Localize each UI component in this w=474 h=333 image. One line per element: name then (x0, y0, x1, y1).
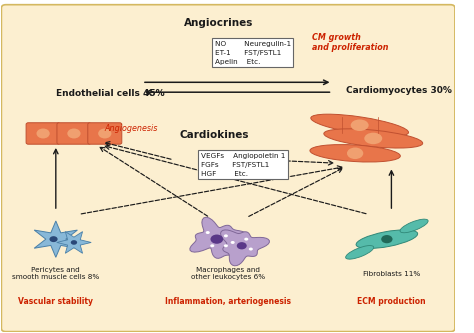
Ellipse shape (381, 235, 392, 243)
Ellipse shape (231, 241, 235, 244)
Polygon shape (190, 217, 246, 258)
Ellipse shape (310, 145, 401, 162)
Ellipse shape (400, 219, 428, 233)
Text: Macrophages and
other leukocytes 6%: Macrophages and other leukocytes 6% (191, 267, 265, 280)
Text: CM growth
and proliferation: CM growth and proliferation (312, 33, 389, 52)
Text: VEGFs    Angiopoietin 1
FGFs      FST/FSTL1
HGF        Etc.: VEGFs Angiopoietin 1 FGFs FST/FSTL1 HGF … (201, 153, 285, 177)
Text: Vascular stability: Vascular stability (18, 297, 93, 306)
Text: Angiogenesis: Angiogenesis (104, 124, 157, 133)
Ellipse shape (210, 234, 223, 244)
Text: Cardiomyocytes 30%: Cardiomyocytes 30% (346, 86, 452, 95)
Text: Cardiokines: Cardiokines (180, 130, 249, 140)
Text: Angiocrines: Angiocrines (184, 18, 254, 28)
Ellipse shape (36, 129, 50, 139)
Ellipse shape (356, 230, 418, 248)
FancyBboxPatch shape (26, 123, 60, 144)
Polygon shape (57, 231, 91, 253)
Ellipse shape (351, 120, 369, 131)
Text: Pericytes and
smooth muscle cells 8%: Pericytes and smooth muscle cells 8% (12, 267, 100, 280)
Ellipse shape (347, 148, 363, 159)
Ellipse shape (346, 245, 374, 259)
FancyBboxPatch shape (57, 123, 91, 144)
Ellipse shape (224, 234, 228, 237)
Ellipse shape (224, 244, 228, 247)
Polygon shape (220, 230, 269, 266)
Text: Fibroblasts 11%: Fibroblasts 11% (363, 271, 420, 277)
Ellipse shape (237, 242, 247, 249)
Ellipse shape (98, 129, 111, 139)
Ellipse shape (244, 238, 248, 241)
Ellipse shape (249, 247, 253, 250)
Text: ECM production: ECM production (357, 297, 426, 306)
FancyBboxPatch shape (1, 5, 455, 332)
Ellipse shape (67, 129, 81, 139)
Ellipse shape (210, 244, 214, 247)
Text: NO        Neuregulin-1
ET-1      FST/FSTL1
Apelin    Etc.: NO Neuregulin-1 ET-1 FST/FSTL1 Apelin Et… (215, 41, 291, 65)
Ellipse shape (324, 129, 423, 148)
Ellipse shape (206, 231, 210, 234)
Ellipse shape (311, 114, 409, 136)
FancyBboxPatch shape (88, 123, 122, 144)
Ellipse shape (71, 240, 77, 245)
Text: Inflammation, arteriogenesis: Inflammation, arteriogenesis (165, 297, 291, 306)
Text: Endothelial cells 45%: Endothelial cells 45% (56, 89, 164, 98)
Polygon shape (34, 221, 77, 257)
Ellipse shape (365, 133, 382, 144)
Ellipse shape (49, 236, 58, 242)
